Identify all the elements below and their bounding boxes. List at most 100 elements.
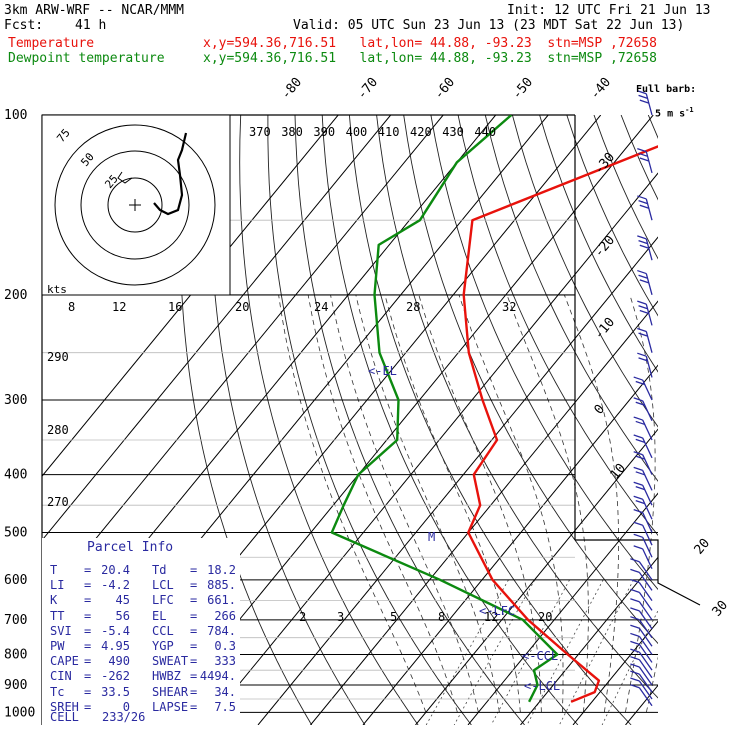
wind-barb <box>637 352 653 378</box>
isotherm <box>520 556 658 725</box>
theta-label: 420 <box>410 125 432 139</box>
barb-legend-units: 5 m s-1 <box>643 95 694 119</box>
wind-barb <box>637 195 653 221</box>
parcel-cell: TT <box>50 608 65 623</box>
fcst-label: Fcst: <box>4 18 44 33</box>
isotherm <box>467 492 658 725</box>
wind-barb-flag <box>633 481 643 486</box>
parcel-cell: -5.4 <box>101 623 130 638</box>
parcel-cell: CIN <box>50 669 72 684</box>
wind-barb-flag <box>633 533 643 538</box>
wind-barb <box>630 588 653 611</box>
wind-barb-staff <box>638 610 653 630</box>
wind-barb-flag <box>630 558 640 563</box>
mixing-ratio-line <box>453 579 536 725</box>
parcel-cell: YGP <box>152 639 174 653</box>
wind-barb <box>633 481 653 506</box>
parcel-cell: 7.5 <box>214 699 236 714</box>
parcel-equals: = <box>190 593 198 608</box>
pressure-tick-label: 1000 <box>4 705 35 720</box>
wind-barb-flag <box>630 656 640 661</box>
dry-adiabat <box>376 115 658 699</box>
wind-barb-flag <box>633 376 643 381</box>
parcel-cell: T <box>50 563 58 577</box>
wind-barb-flag <box>635 438 645 443</box>
dry-adiabat <box>430 115 658 591</box>
wind-barb-flag <box>633 451 643 456</box>
wind-barb-flag <box>630 598 640 603</box>
mixing-ratio-label: 20 <box>235 300 249 314</box>
mixing-ratio-line <box>601 609 658 725</box>
wind-barb <box>637 148 653 174</box>
parcel-cell: Td <box>152 563 167 577</box>
isotherm <box>42 115 392 542</box>
hodograph-ring <box>54 124 216 286</box>
parcel-cell: PW <box>50 639 65 653</box>
isotherm <box>42 115 339 478</box>
dry-adiabat <box>321 115 579 725</box>
wind-barb-flag <box>635 420 645 426</box>
parcel-cell: 4.95 <box>101 639 130 653</box>
parcel-equals: = <box>84 684 92 699</box>
parcel-equals: = <box>84 593 92 608</box>
wind-barb <box>633 533 653 558</box>
wind-barb <box>637 327 653 353</box>
level-marker: <-LFC <box>479 604 515 618</box>
temperature-tick-label: -20 <box>592 233 619 261</box>
moist-adiabat <box>278 294 427 713</box>
parcel-cell: LI <box>50 578 65 593</box>
parcel-cell: -262 <box>101 669 130 684</box>
wind-barb-staff <box>645 151 653 174</box>
wind-barb <box>630 632 653 655</box>
theta-label: 440 <box>474 125 496 139</box>
wind-barb-flag <box>630 684 640 689</box>
model-title: 3km ARW-WRF -- NCAR/MMM <box>4 3 185 18</box>
wind-barb-flag <box>638 199 648 205</box>
dew-legend: Dewpoint temperature <box>8 51 165 66</box>
temperature-tick-label: -40 <box>588 75 615 103</box>
mixing-ratio-label: 5 <box>390 610 397 624</box>
wind-barb-staff <box>645 238 653 261</box>
isotherm <box>362 364 658 725</box>
isotherm <box>572 620 658 725</box>
parcel-cell: LCL <box>152 578 174 593</box>
dry-adiabat <box>511 115 658 428</box>
parcel-equals: = <box>84 563 92 577</box>
wind-barb-flag <box>639 309 650 315</box>
isotherm <box>415 428 658 725</box>
pressure-tick-label: 100 <box>4 108 27 123</box>
hodograph-trace <box>153 132 188 216</box>
wind-barb <box>633 495 653 520</box>
wind-barb <box>633 521 653 546</box>
wind-barb-flag <box>638 152 648 157</box>
isotherm <box>678 115 740 725</box>
wind-barb-staff <box>638 601 653 621</box>
parcel-cell: 266 <box>214 608 236 623</box>
wind-barb <box>633 466 653 491</box>
wind-barb-staff <box>638 651 653 671</box>
temp-legend: Temperature <box>8 36 95 51</box>
parcel-equals: = <box>190 608 198 623</box>
wind-barb-staff <box>642 512 653 533</box>
isotherm <box>42 115 444 606</box>
parcel-equals: = <box>190 654 198 669</box>
parcel-equals: = <box>190 669 198 684</box>
dry-adiabat <box>484 115 658 482</box>
wind-barb <box>630 684 653 707</box>
wind-barb <box>630 663 653 686</box>
dewpoint-profile <box>330 115 559 703</box>
parcel-equals: = <box>190 699 198 714</box>
level-marker: <-EL <box>368 364 397 378</box>
cell-value: 233/26 <box>102 710 146 724</box>
wind-barb-staff <box>645 273 653 295</box>
barb-legend-unit-text: 5 m s <box>655 108 686 120</box>
wind-barb-staff <box>638 659 653 679</box>
mixing-ratio-label: 3 <box>337 610 344 624</box>
wind-barb-staff <box>638 644 653 663</box>
wind-barb-flag <box>638 305 648 310</box>
parcel-equals: = <box>84 654 92 669</box>
mixing-ratio-label: 28 <box>406 300 420 314</box>
wind-barb-staff <box>642 470 653 491</box>
pressure-tick-label: 400 <box>4 468 27 483</box>
